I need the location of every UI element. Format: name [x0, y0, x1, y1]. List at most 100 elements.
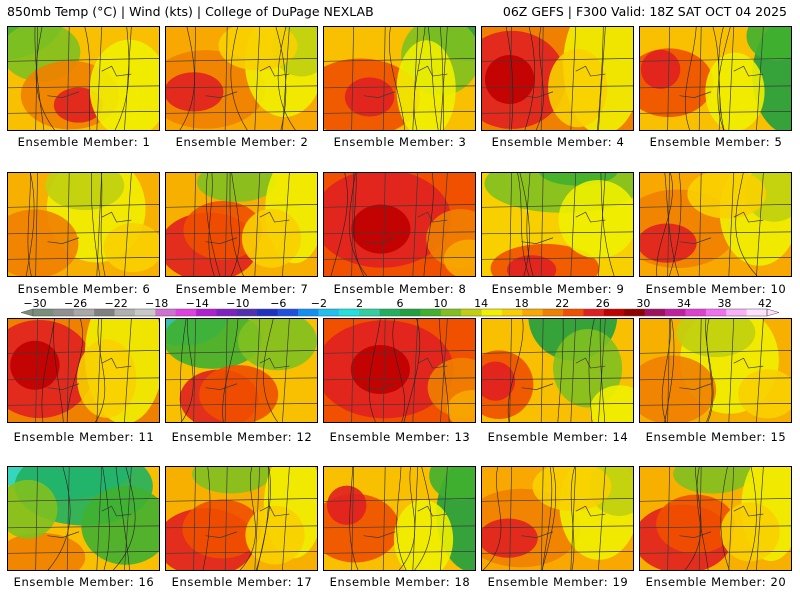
ensemble-member-label: Ensemble Member: 2 [175, 135, 309, 149]
state-border [756, 319, 764, 422]
state-border [324, 111, 475, 114]
state-border [8, 403, 159, 406]
isotherm-line [91, 173, 101, 276]
state-border [8, 551, 159, 554]
state-border [324, 377, 475, 381]
colorbar-tick-label: 34 [677, 297, 691, 310]
ensemble-member-label: Ensemble Member: 1 [17, 135, 151, 149]
colorbar-tick-label: 38 [717, 297, 731, 310]
colorbar-segment [665, 309, 686, 316]
state-border [166, 231, 317, 235]
state-border [382, 27, 386, 130]
state-border [482, 403, 633, 406]
state-border [8, 85, 159, 89]
isotherm-line [25, 173, 35, 276]
colorbar-tick-label: 2 [356, 297, 363, 310]
temperature-contour-region [241, 208, 302, 268]
map-graphic [324, 319, 475, 422]
state-border [193, 173, 196, 276]
state-border [440, 467, 448, 570]
state-border [640, 58, 791, 62]
isotherm-line [368, 319, 381, 422]
temperature-contour-region [553, 328, 623, 408]
isotherm-line [600, 173, 615, 276]
state-border [193, 319, 196, 422]
isotherm-line [684, 27, 697, 130]
ensemble-member-label: Ensemble Member: 4 [491, 135, 625, 149]
state-border [733, 505, 764, 517]
isotherm-line [535, 27, 544, 130]
colorbar-segment [175, 309, 197, 316]
map-graphic [482, 467, 633, 570]
state-border [482, 231, 633, 235]
isotherm-line [255, 467, 270, 570]
temperature-contour-region [676, 319, 756, 358]
isotherm-line [396, 467, 407, 570]
state-border [540, 173, 544, 276]
state-border [324, 58, 475, 62]
state-border [351, 319, 354, 422]
colorbar-segment [155, 309, 177, 316]
colorbar-tick-label: 10 [434, 297, 448, 310]
state-border [101, 505, 132, 517]
ensemble-member-label: Ensemble Member: 14 [487, 430, 629, 444]
isotherm-line [115, 467, 130, 570]
state-border [324, 403, 475, 406]
isotherm-line [664, 319, 675, 422]
state-border [166, 58, 317, 62]
state-border [8, 58, 159, 62]
state-border [509, 27, 512, 130]
map-graphic [8, 173, 159, 276]
isotherm-line [720, 467, 730, 570]
map-graphic [8, 319, 159, 422]
state-border [166, 377, 317, 381]
state-border [482, 498, 633, 502]
isotherm-line [66, 319, 83, 422]
isotherm-line [398, 467, 416, 570]
ensemble-member-label: Ensemble Member: 5 [649, 135, 783, 149]
isotherm-line [427, 27, 439, 130]
state-border [640, 350, 791, 354]
map-graphic [166, 173, 317, 276]
state-border [259, 211, 290, 223]
temperature-contour-region [166, 319, 262, 369]
state-border [733, 211, 764, 223]
state-border [575, 357, 606, 369]
state-border [382, 467, 386, 570]
isotherm-line [240, 467, 256, 570]
state-border [205, 237, 238, 244]
isotherm-line [735, 173, 758, 276]
temperature-contour-region [10, 340, 60, 390]
colorbar-tick-label: −14 [186, 297, 209, 310]
isotherm-line [597, 27, 604, 130]
colorbar-tick-label: 14 [474, 297, 488, 310]
ensemble-map-panel [323, 26, 476, 131]
ensemble-map-panel [165, 466, 318, 571]
temperature-contour-region [245, 505, 305, 565]
state-border [124, 173, 132, 276]
colorbar-segment [542, 309, 564, 316]
state-border [8, 525, 159, 529]
state-border [8, 257, 159, 260]
state-border [412, 173, 419, 276]
isotherm-line [505, 27, 514, 130]
isotherm-line [230, 27, 248, 130]
state-border [166, 403, 317, 406]
colorbar-segment [196, 309, 217, 316]
isotherm-line [388, 27, 405, 130]
colorbar-segment [216, 309, 238, 316]
temperature-contour-region [656, 494, 736, 554]
isotherm-line [179, 27, 195, 130]
isotherm-line [230, 173, 240, 276]
state-border [482, 58, 633, 62]
colorbar-tick-label: 26 [596, 297, 610, 310]
state-border [640, 403, 791, 406]
state-border [166, 111, 317, 114]
ensemble-map-panel [165, 172, 318, 277]
temperature-contour-region [183, 200, 263, 260]
state-border [166, 551, 317, 554]
state-border [224, 27, 228, 130]
state-border [640, 377, 791, 381]
colorbar-tick-label: −10 [226, 297, 249, 310]
isotherm-line [41, 319, 55, 422]
